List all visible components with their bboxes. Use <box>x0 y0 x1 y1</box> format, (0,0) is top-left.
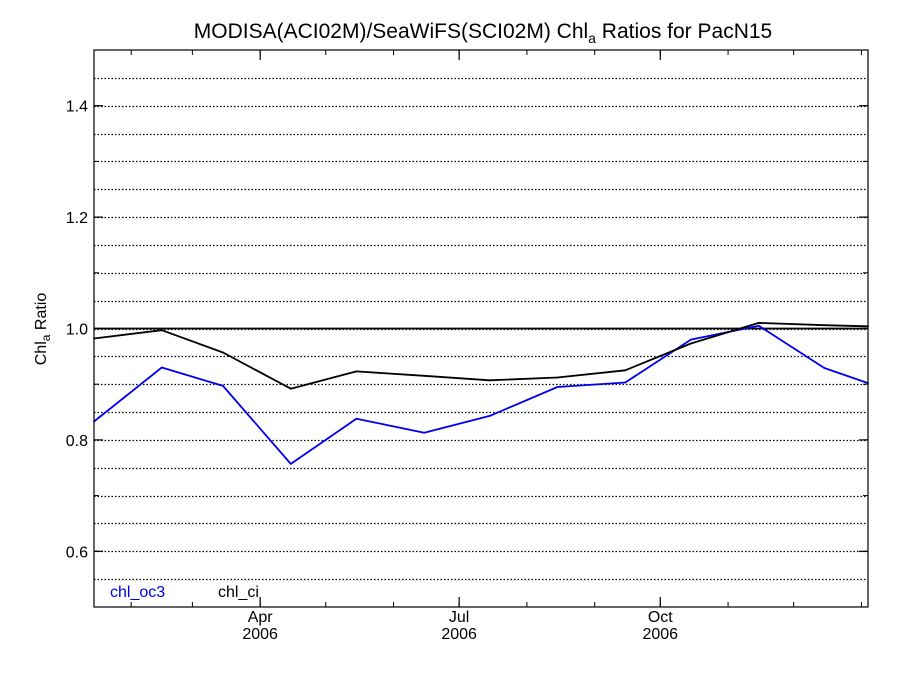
legend: chl_oc3 chl_ci <box>110 584 259 601</box>
data-point-chl_oc3 <box>690 338 692 341</box>
data-point-chl_ci <box>757 322 760 324</box>
data-point-chl_ci <box>423 374 426 377</box>
data-point-chl_ci <box>488 379 491 382</box>
y-axis-label: Chla Ratio <box>33 293 53 366</box>
data-point-chl_oc3 <box>488 415 491 417</box>
data-point-chl_oc3 <box>423 431 426 434</box>
y-axis-label-subscript: a <box>39 334 53 341</box>
chart-title-subscript: a <box>588 30 596 46</box>
y-tick-label: 1.2 <box>66 210 88 227</box>
y-tick-label: 0.8 <box>66 433 88 450</box>
chart-title-prefix: MODISA(ACI02M)/SeaWiFS(SCI02M) Chl <box>194 20 588 43</box>
grid <box>94 77 868 581</box>
data-point-chl_oc3 <box>823 367 826 369</box>
y-tick-label: 0.6 <box>66 544 88 561</box>
x-tick-label-year: 2006 <box>242 626 278 643</box>
y-tick-label: 1.0 <box>66 322 88 339</box>
data-point-chl_oc3 <box>556 386 559 388</box>
data-point-chl_oc3 <box>624 381 627 384</box>
data-point-chl_ci <box>160 329 163 332</box>
data-point-chl_ci <box>222 351 224 354</box>
data-point-chl_ci <box>823 324 826 327</box>
x-tick-label-month: Jul <box>449 609 469 626</box>
series-layer <box>93 321 869 465</box>
x-tick-label-year: 2006 <box>642 626 678 643</box>
data-point-chl_ci <box>556 376 559 379</box>
data-point-chl_ci <box>624 369 627 372</box>
x-tick-label-month: Oct <box>648 609 673 626</box>
y-tick-label: 1.4 <box>66 99 88 116</box>
x-tick-label-month: Apr <box>248 609 274 626</box>
data-point-chl_oc3 <box>289 463 292 465</box>
data-point-chl_ci <box>690 342 692 345</box>
data-point-chl_oc3 <box>355 417 358 420</box>
data-point-chl_ci <box>355 370 358 373</box>
y-axis-label-prefix: Chl <box>33 341 50 365</box>
chart-title: MODISA(ACI02M)/SeaWiFS(SCI02M) Chla Rati… <box>194 20 772 46</box>
chart-title-suffix: Ratios for PacN15 <box>596 20 772 43</box>
series-line-chl_ci <box>93 321 869 390</box>
series-line-chl_oc3 <box>93 324 869 465</box>
legend-entry-chl_ci: chl_ci <box>218 584 259 601</box>
data-point-chl_ci <box>289 387 292 390</box>
data-point-chl_oc3 <box>757 324 760 327</box>
data-point-chl_oc3 <box>222 385 224 387</box>
y-axis-label-suffix: Ratio <box>33 293 50 335</box>
data-point-chl_oc3 <box>160 366 163 369</box>
x-tick-label-year: 2006 <box>441 626 477 643</box>
legend-entry-chl_oc3: chl_oc3 <box>110 584 165 601</box>
